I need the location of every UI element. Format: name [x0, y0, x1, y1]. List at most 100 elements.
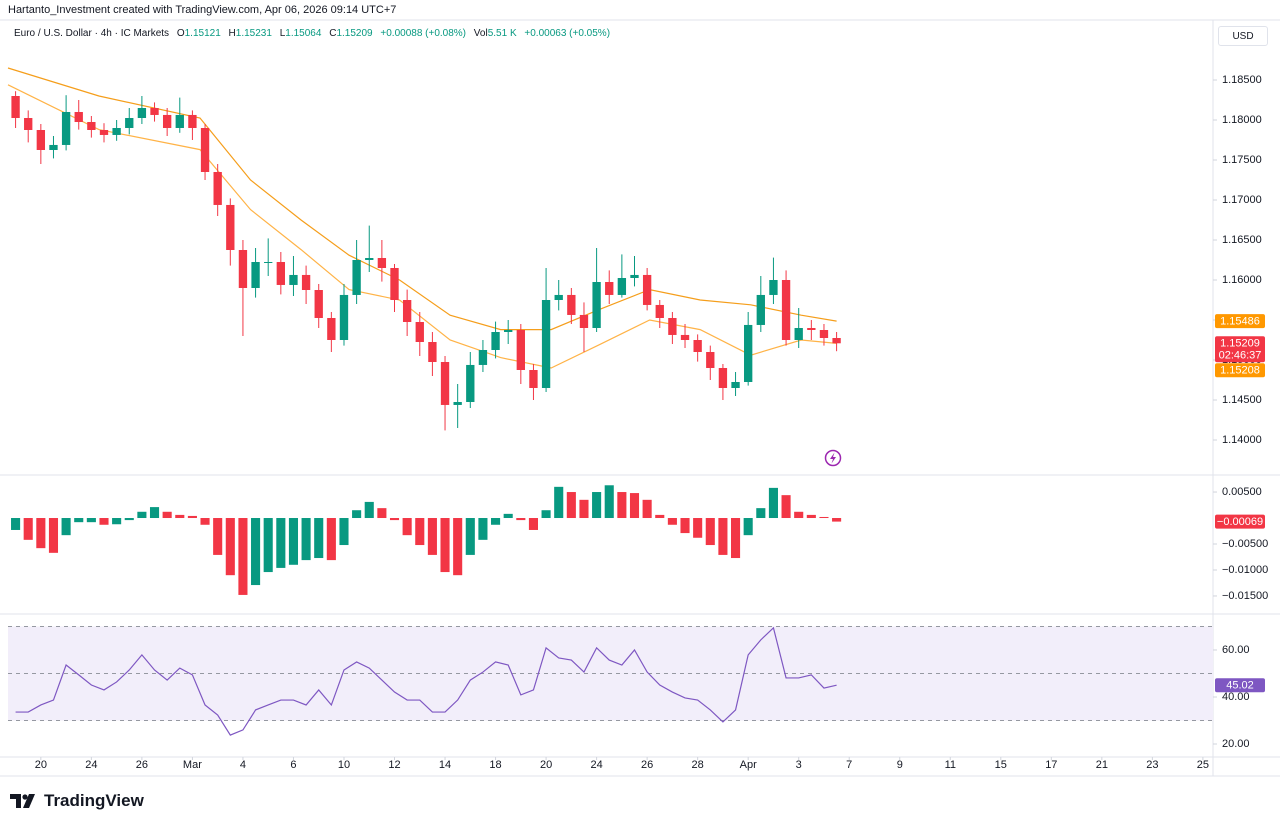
y-tick-label: 1.17500	[1222, 154, 1262, 166]
y-tick-label: 40.00	[1222, 691, 1250, 703]
histogram-bar	[149, 507, 160, 519]
candle-body	[112, 128, 121, 135]
histogram-bar	[819, 516, 829, 519]
candle-body	[744, 324, 753, 382]
candle-body	[137, 108, 147, 118]
candle-body	[276, 262, 285, 285]
ohlc-value: 1.15231	[235, 28, 272, 39]
price-tag	[1215, 363, 1265, 378]
ohlc-value: 1.15121	[184, 28, 221, 39]
candle-body	[567, 294, 576, 315]
ohlc-key: L	[279, 28, 286, 39]
x-tick-label: 10	[338, 759, 350, 771]
candle-body	[289, 274, 298, 285]
candle-body	[491, 332, 500, 350]
histogram-bar	[781, 495, 791, 519]
x-tick-label: 24	[590, 759, 602, 771]
histogram-bar	[554, 486, 564, 519]
x-tick-label: 3	[796, 759, 802, 771]
candle-body	[377, 258, 387, 268]
candle-body	[162, 114, 172, 128]
histogram-bar	[718, 518, 728, 555]
histogram-bar	[478, 518, 488, 540]
histogram-bar	[402, 518, 412, 536]
histogram-bar	[440, 518, 450, 573]
histogram-bar	[326, 518, 336, 561]
candle-body	[832, 338, 841, 344]
histogram-bar	[491, 518, 501, 525]
candle-body	[718, 368, 728, 388]
histogram-bar	[629, 493, 640, 519]
candle-body	[706, 352, 715, 368]
candle-body	[188, 114, 197, 128]
moving-average	[7, 67, 837, 331]
x-tick-label: Apr	[740, 759, 757, 771]
price-tag-label: −0.00069	[1217, 516, 1263, 528]
candle-body	[466, 364, 475, 402]
x-tick-label: 20	[540, 759, 552, 771]
candle-body	[541, 300, 551, 388]
histogram-bar	[768, 487, 778, 519]
y-tick-label: −0.01000	[1222, 564, 1268, 576]
x-tick-label: 9	[897, 759, 903, 771]
candle-body	[617, 278, 627, 295]
candle-body	[668, 318, 677, 335]
histogram-bar	[453, 518, 463, 576]
candle-body	[605, 282, 614, 295]
candle-body	[415, 322, 424, 342]
x-tick-label: 23	[1146, 759, 1158, 771]
candle-body	[74, 112, 83, 122]
histogram-bar	[301, 518, 311, 561]
x-tick-label: 26	[641, 759, 653, 771]
y-tick-label: 1.16000	[1222, 274, 1262, 286]
histogram-bar	[11, 518, 21, 530]
y-tick-label: 1.14000	[1222, 434, 1262, 446]
x-tick-label: 4	[240, 759, 246, 771]
candle-body	[794, 328, 803, 340]
alert-icon[interactable]	[824, 449, 842, 467]
histogram-bar	[364, 501, 374, 519]
histogram-bar	[112, 518, 122, 525]
rsi-line	[15, 626, 837, 736]
candle-body	[150, 108, 159, 115]
attribution: Hartanto_Investment created with Trading…	[8, 4, 397, 16]
histogram-bar	[162, 511, 172, 519]
price-tag-label: 1.15486	[1220, 316, 1260, 328]
histogram-bar	[415, 518, 425, 546]
y-tick-label: 20.00	[1222, 738, 1250, 750]
histogram-bar	[427, 518, 437, 555]
histogram-bar	[339, 518, 349, 546]
candle-body	[226, 204, 235, 250]
y-tick-label: 60.00	[1222, 644, 1250, 656]
candle-body	[731, 382, 740, 388]
histogram-bar	[731, 518, 741, 559]
price-tag-label: 1.15209	[1220, 338, 1260, 350]
price-tag	[1215, 514, 1265, 529]
candle-body	[24, 118, 33, 130]
candle-body	[655, 304, 664, 318]
candle-body	[200, 128, 210, 172]
candle-body	[49, 144, 58, 150]
volume: 5.51 K	[487, 28, 517, 39]
candle-body	[579, 314, 589, 328]
histogram-bar	[592, 492, 602, 519]
candle-body	[213, 172, 222, 205]
histogram-bar	[743, 518, 753, 536]
histogram-bar	[604, 485, 614, 519]
histogram-bar	[756, 508, 766, 519]
histogram-bar	[61, 518, 71, 536]
change: +0.00088 (+0.08%)	[380, 28, 467, 39]
x-tick-label: 18	[489, 759, 501, 771]
candle-body	[314, 290, 323, 318]
currency-button[interactable]: USD	[1218, 26, 1268, 46]
histogram-bar	[642, 499, 652, 519]
ohlc-key: C	[329, 28, 337, 39]
histogram-bar	[251, 518, 261, 586]
ohlc-value: 1.15064	[285, 28, 322, 39]
candle-body	[125, 118, 134, 128]
candle-body	[365, 258, 374, 260]
candle-body	[554, 294, 563, 300]
histogram-bar	[187, 515, 197, 519]
